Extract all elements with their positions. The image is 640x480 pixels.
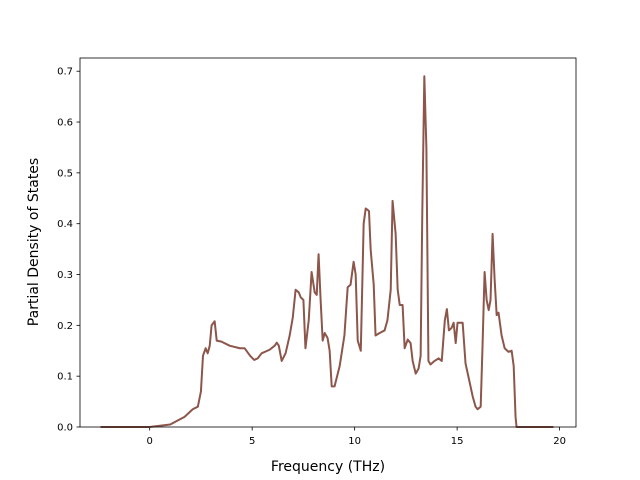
- x-axis-label: Frequency (THz): [271, 459, 385, 475]
- x-tick-label: 0: [146, 436, 152, 447]
- x-tick-label: 10: [348, 436, 361, 447]
- plot-frame: [79, 57, 577, 428]
- y-tick-label: 0.1: [57, 372, 73, 383]
- x-tick-label: 5: [249, 436, 255, 447]
- y-axis-label: Partial Density of States: [26, 158, 42, 326]
- y-tick-label: 0.4: [57, 219, 73, 230]
- y-tick-label: 0.7: [57, 67, 73, 78]
- line: [100, 75, 554, 428]
- x-tick-label: 15: [451, 436, 464, 447]
- y-tick-label: 0.6: [57, 118, 73, 129]
- y-tick-label: 0.5: [57, 168, 73, 179]
- y-tick-label: 0.0: [57, 423, 73, 434]
- y-tick-label: 0.3: [57, 270, 73, 281]
- y-tick-label: 0.2: [57, 321, 73, 332]
- x-tick-label: 20: [553, 436, 566, 447]
